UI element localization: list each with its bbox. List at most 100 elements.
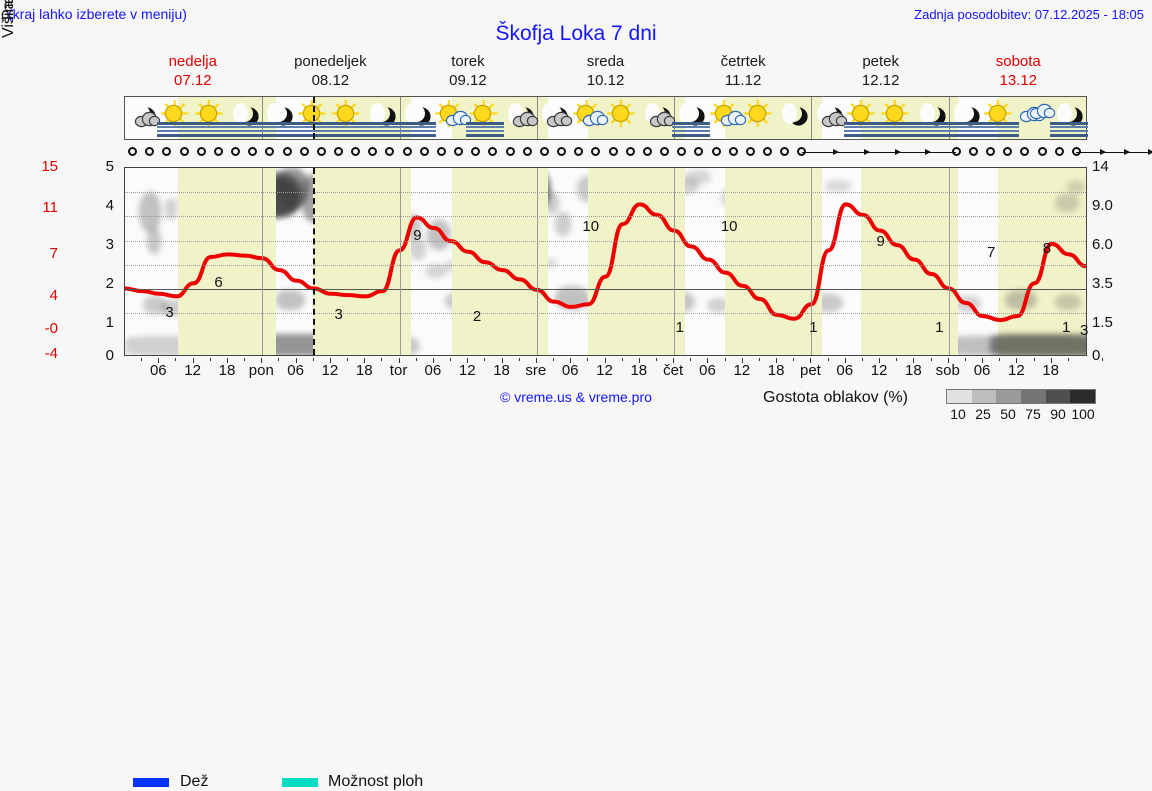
wind-calm-circle [196, 147, 206, 156]
daylight-band-1 [313, 97, 412, 139]
cloud-density-tick: 90 [1050, 406, 1066, 422]
weather-icon-strip [124, 96, 1088, 140]
time-minor-tick [896, 358, 898, 361]
time-minor-tick [244, 358, 246, 361]
precipitation-tick: 3 [105, 236, 114, 253]
horizontal-gridline [125, 264, 1086, 266]
temperature-value-label: 3 [1080, 322, 1089, 339]
rain-legend-label: Dež [180, 773, 209, 790]
time-label: sre [525, 362, 547, 379]
precipitation-tick: 5 [105, 158, 114, 175]
wind-calm-circle [539, 147, 549, 156]
daylight-band-0 [177, 97, 276, 139]
day-date: 11.12 [724, 72, 762, 89]
wind-calm-circle [436, 147, 446, 156]
wind-calm-circle [677, 147, 687, 156]
time-label: 12 [733, 362, 751, 379]
weather-icon-sun-cloud [706, 98, 746, 138]
day-date: 07.12 [174, 72, 212, 89]
temperature-value-label: 9 [413, 227, 422, 245]
wind-calm-circle [299, 147, 309, 156]
cloud-height-tick: 3.5 [1092, 275, 1113, 292]
temperature-value-label: 3 [165, 303, 174, 321]
cloud-icon [650, 113, 674, 126]
page-title: Škofja Loka 7 dni [495, 22, 657, 45]
wind-arrow [1124, 149, 1131, 155]
day-separator-plot [536, 168, 538, 355]
wind-calm-circle [1003, 147, 1013, 156]
time-tick [535, 358, 537, 363]
cloud-density-blob [275, 290, 305, 310]
weather-icon-sun [328, 98, 368, 138]
wind-calm-circle [351, 147, 361, 156]
wind-calm-circle [1071, 147, 1081, 156]
time-minor-tick [347, 358, 349, 361]
time-label: 06 [287, 362, 304, 379]
sun-icon [328, 98, 368, 138]
wind-calm-circle [385, 147, 395, 156]
cloud-height-tick: 9.0 [1092, 197, 1113, 214]
weather-icon-moon-cloud [637, 98, 677, 138]
cloud-density-swatch-3 [1021, 390, 1046, 403]
temperature-value-label: 1 [809, 318, 818, 336]
weather-icon-sun [843, 98, 883, 138]
temperature-tick: -4 [44, 345, 58, 362]
time-tick [501, 358, 503, 363]
time-minor-tick [415, 358, 417, 361]
cloud-density-tick: 100 [1071, 406, 1095, 422]
day-separator [674, 97, 676, 139]
weather-icon-moon [259, 98, 299, 138]
time-tick [810, 358, 812, 363]
day-date: 13.12 [999, 72, 1038, 89]
time-label: 12 [458, 362, 476, 379]
cloud-height-tick: 6.0 [1092, 236, 1113, 253]
time-tick [1050, 358, 1052, 363]
cloud-density-legend-bar [946, 389, 1096, 404]
wind-calm-circle [368, 147, 378, 156]
time-minor-tick [553, 358, 555, 361]
wind-calm-circle [505, 147, 515, 156]
weather-icon-moon [946, 98, 986, 138]
time-tick [158, 358, 160, 363]
day-header-4: četrtek 11.12 [674, 52, 812, 92]
cloud-height-axis-title: Višina oblakov (km) [0, 0, 18, 38]
wind-arrow [863, 149, 870, 155]
wind-calm-circle [660, 147, 670, 156]
fog-icon [672, 122, 711, 137]
temperature-value-label: 6 [214, 273, 223, 291]
cloud-density-blob [425, 264, 447, 278]
time-label: 12 [184, 362, 201, 379]
temperature-value-label: 10 [582, 217, 600, 235]
time-minor-tick [484, 358, 486, 361]
fog-icon [981, 122, 1020, 137]
time-label: 06 [973, 362, 991, 379]
time-minor-tick [381, 358, 383, 361]
fog-icon [397, 122, 436, 137]
cloud-density-tick: 75 [1025, 406, 1041, 422]
time-label: 12 [321, 362, 339, 379]
wind-arrow [832, 149, 839, 155]
moon-icon [912, 98, 952, 138]
weather-icon-moon [671, 98, 711, 138]
weather-icon-sun [740, 98, 780, 138]
daylight-band-plot-5 [861, 168, 959, 355]
time-tick [776, 358, 778, 363]
cloud-density-blob [410, 238, 426, 260]
time-tick [638, 358, 640, 363]
day-date: 09.12 [449, 72, 487, 89]
wind-calm-circle [694, 147, 704, 156]
time-label: 18 [1042, 362, 1060, 379]
cloud-icon [1030, 105, 1054, 118]
fog-icon [843, 122, 882, 137]
weather-icon-moon [397, 98, 437, 138]
day-separator [262, 97, 264, 139]
cloud-density-blob [945, 336, 1086, 355]
cloud-density-legend-ticks: 10 25 50 75 90 100 [940, 406, 1110, 424]
time-tick [1016, 358, 1018, 363]
time-label: 18 [905, 362, 922, 379]
shower-legend-swatch [282, 778, 318, 787]
fog-icon [363, 122, 402, 137]
cloud-density-legend-label: Gostota oblakov (%) [763, 389, 908, 406]
time-label: pon [248, 362, 274, 379]
weather-plot-area: 3 6 3 9 2 10 1 10 1 9 1 7 1 8 [124, 167, 1087, 356]
